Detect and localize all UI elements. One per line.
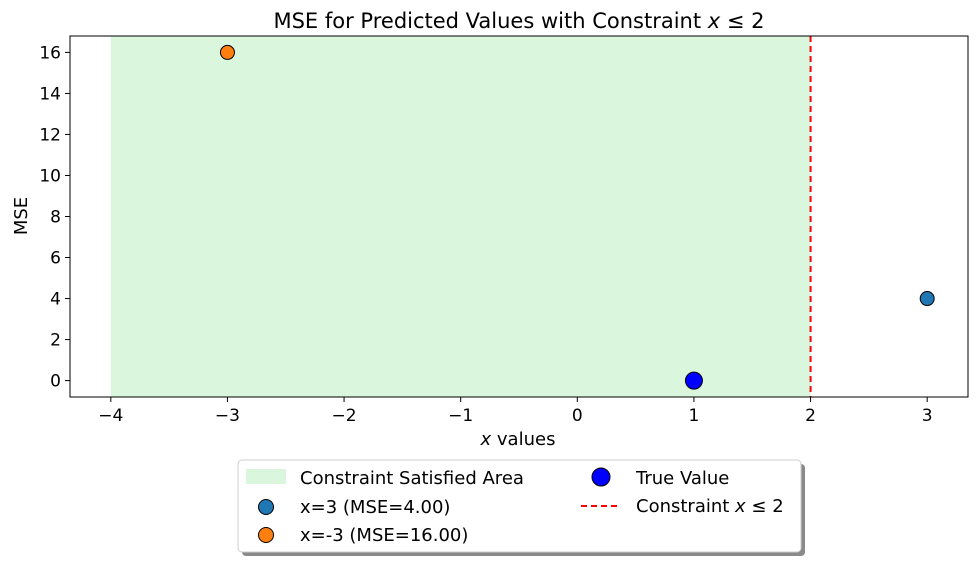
y-axis-label: MSE xyxy=(11,197,32,235)
legend-box xyxy=(237,459,802,553)
data-point-2 xyxy=(684,371,703,390)
x-tick-label: −1 xyxy=(448,406,473,426)
y-tick-label: 4 xyxy=(50,290,61,310)
x-tick-label: 1 xyxy=(689,406,700,426)
x-tick-label: 0 xyxy=(572,406,583,426)
data-point-1 xyxy=(219,44,235,60)
legend-marker-xneg3 xyxy=(258,527,274,543)
legend-label-x3: x=3 (MSE=4.00) xyxy=(300,497,450,518)
x-tick-label: −3 xyxy=(215,406,240,426)
data-point-0 xyxy=(919,291,935,307)
legend: Constraint Satisfied Area x=3 (MSE=4.00)… xyxy=(237,459,805,556)
y-tick-label: 0 xyxy=(50,372,61,392)
legend-label-constraint: Constraint x ≤ 2 xyxy=(636,496,784,517)
plot-area xyxy=(110,36,935,397)
x-tick-label: 3 xyxy=(922,406,933,426)
y-tick-label: 16 xyxy=(39,43,61,63)
y-tick-label: 10 xyxy=(39,166,61,186)
y-tick-label: 8 xyxy=(50,208,61,228)
legend-label-xneg3: x=-3 (MSE=16.00) xyxy=(300,525,468,546)
y-tick-label: 12 xyxy=(39,125,61,145)
shaded-constraint-area xyxy=(110,36,811,397)
x-axis-label: x values xyxy=(480,429,556,450)
x-tick-label: 2 xyxy=(805,406,816,426)
y-tick-label: 2 xyxy=(50,331,61,351)
legend-marker-x3 xyxy=(258,499,274,515)
x-tick-label: −2 xyxy=(332,406,357,426)
legend-swatch-shaded-area xyxy=(246,469,286,484)
legend-label-true-value: True Value xyxy=(635,468,729,489)
y-tick-label: 14 xyxy=(39,84,61,104)
legend-label-shaded-area: Constraint Satisfied Area xyxy=(300,468,524,489)
y-tick-label: 6 xyxy=(50,249,61,269)
x-tick-label: −4 xyxy=(98,406,123,426)
chart-title: MSE for Predicted Values with Constraint… xyxy=(273,9,764,33)
legend-marker-true-value xyxy=(591,467,611,487)
